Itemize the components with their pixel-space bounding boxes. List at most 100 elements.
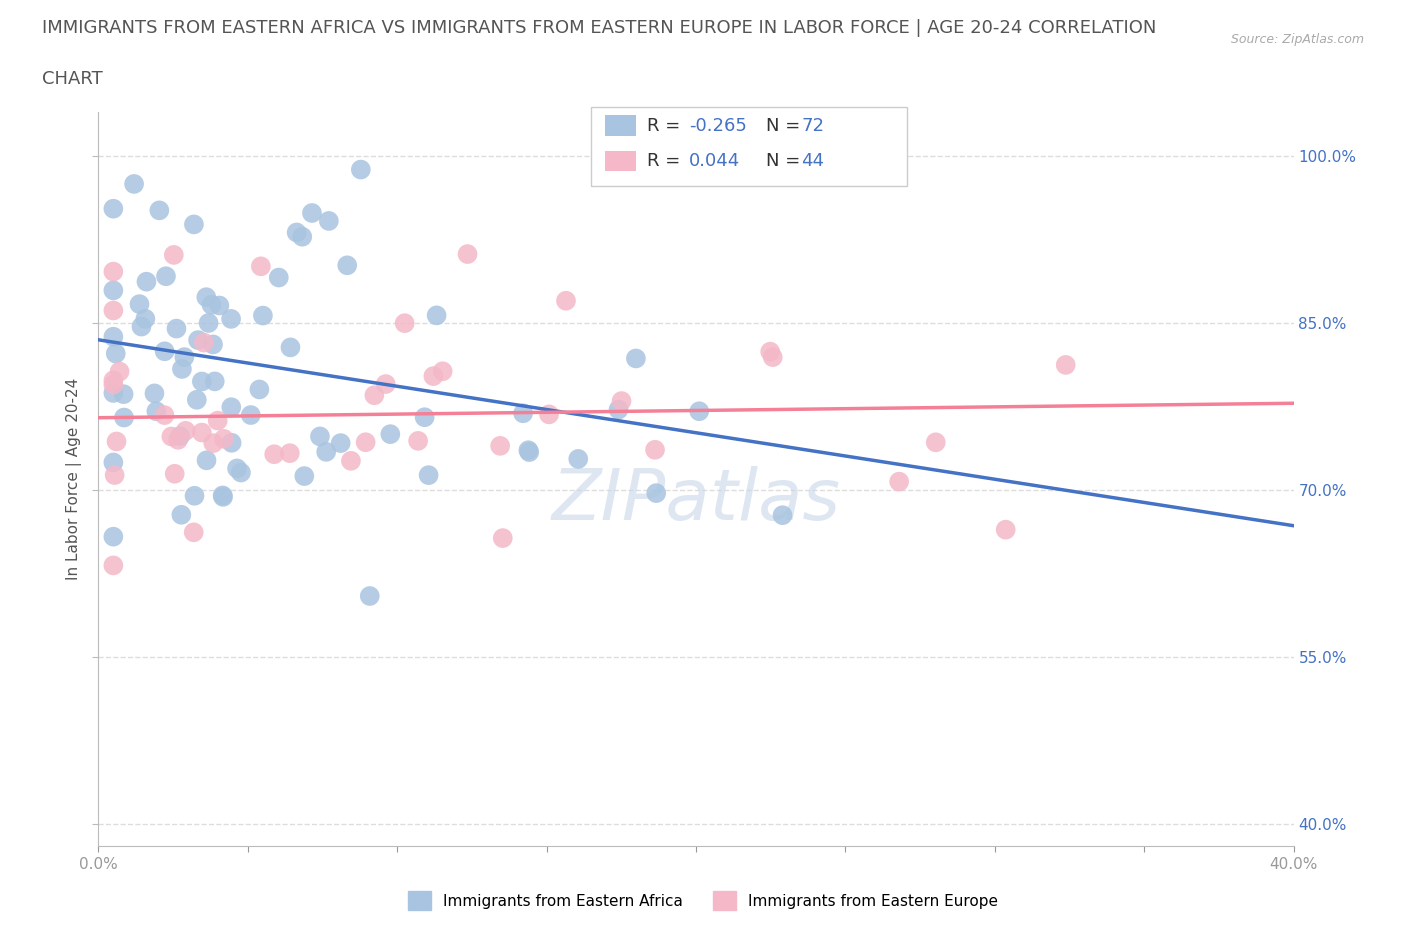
Text: R =: R = bbox=[647, 152, 686, 170]
Point bbox=[103, 329, 125, 344]
Point bbox=[104, 468, 127, 483]
Point bbox=[426, 308, 449, 323]
Point bbox=[318, 214, 340, 229]
Point bbox=[128, 297, 150, 312]
Point bbox=[567, 451, 589, 466]
Point bbox=[517, 443, 540, 458]
Point bbox=[187, 333, 209, 348]
Text: N =: N = bbox=[766, 152, 806, 170]
Point bbox=[103, 201, 125, 216]
Point bbox=[134, 312, 156, 326]
Point bbox=[103, 303, 125, 318]
Point bbox=[160, 429, 183, 444]
Point bbox=[418, 468, 440, 483]
Point bbox=[202, 435, 225, 450]
Point bbox=[122, 177, 145, 192]
Point bbox=[170, 508, 193, 523]
Point bbox=[112, 410, 135, 425]
Point bbox=[280, 340, 302, 355]
Point bbox=[309, 429, 332, 444]
Point bbox=[432, 364, 454, 379]
Point bbox=[624, 351, 647, 365]
Text: ZIPatlas: ZIPatlas bbox=[551, 467, 841, 536]
Point bbox=[263, 446, 285, 461]
Point bbox=[239, 407, 262, 422]
Text: Source: ZipAtlas.com: Source: ZipAtlas.com bbox=[1230, 33, 1364, 46]
Point bbox=[202, 337, 225, 352]
Text: IMMIGRANTS FROM EASTERN AFRICA VS IMMIGRANTS FROM EASTERN EUROPE IN LABOR FORCE : IMMIGRANTS FROM EASTERN AFRICA VS IMMIGR… bbox=[42, 19, 1157, 36]
Point bbox=[103, 373, 125, 388]
Point bbox=[413, 410, 436, 425]
Point bbox=[925, 435, 948, 450]
Point bbox=[211, 488, 233, 503]
Point bbox=[221, 435, 243, 450]
Point bbox=[143, 386, 166, 401]
Point bbox=[207, 413, 229, 428]
Text: 0.044: 0.044 bbox=[689, 152, 740, 170]
Point bbox=[112, 387, 135, 402]
Legend: Immigrants from Eastern Africa, Immigrants from Eastern Europe: Immigrants from Eastern Africa, Immigran… bbox=[399, 884, 1007, 918]
Point bbox=[212, 489, 235, 504]
Text: 44: 44 bbox=[801, 152, 824, 170]
Point bbox=[250, 259, 273, 273]
Point bbox=[103, 386, 125, 401]
Point bbox=[219, 400, 242, 415]
Point bbox=[285, 225, 308, 240]
Point bbox=[329, 435, 352, 450]
Point bbox=[226, 461, 249, 476]
Point bbox=[105, 434, 128, 449]
Point bbox=[153, 344, 176, 359]
Point bbox=[167, 432, 190, 447]
Point bbox=[359, 589, 381, 604]
Point bbox=[103, 529, 125, 544]
Point bbox=[688, 404, 710, 418]
Point bbox=[394, 315, 416, 330]
Point bbox=[247, 382, 270, 397]
Point bbox=[336, 258, 359, 272]
Point bbox=[193, 335, 215, 350]
Point bbox=[363, 388, 385, 403]
Text: CHART: CHART bbox=[42, 70, 103, 87]
Point bbox=[103, 283, 125, 298]
Point bbox=[315, 445, 337, 459]
Point bbox=[537, 407, 560, 422]
Point bbox=[772, 508, 794, 523]
Point bbox=[174, 423, 197, 438]
Point bbox=[155, 269, 177, 284]
Point bbox=[354, 435, 377, 450]
Point bbox=[994, 523, 1017, 538]
Point bbox=[183, 217, 205, 232]
Point bbox=[145, 404, 167, 418]
Point bbox=[762, 350, 785, 365]
Point bbox=[889, 474, 911, 489]
Point bbox=[197, 315, 219, 330]
Point bbox=[267, 270, 290, 285]
Point bbox=[759, 344, 782, 359]
Point bbox=[644, 443, 666, 458]
Point bbox=[103, 378, 125, 392]
Point bbox=[422, 368, 444, 383]
Point bbox=[1054, 357, 1077, 372]
Point bbox=[212, 432, 235, 446]
Point bbox=[374, 377, 396, 392]
Point bbox=[195, 290, 218, 305]
Point bbox=[291, 230, 314, 245]
Point bbox=[186, 392, 208, 407]
Point bbox=[103, 455, 125, 470]
Text: 72: 72 bbox=[801, 116, 824, 135]
Point bbox=[108, 365, 131, 379]
Point bbox=[340, 454, 363, 469]
Point bbox=[148, 203, 170, 218]
Point bbox=[135, 274, 157, 289]
Point bbox=[229, 465, 252, 480]
Point bbox=[170, 362, 193, 377]
Point bbox=[191, 374, 214, 389]
Point bbox=[292, 469, 315, 484]
Point bbox=[607, 402, 630, 417]
Point bbox=[166, 321, 188, 336]
Point bbox=[173, 350, 195, 365]
Point bbox=[169, 429, 191, 444]
Point bbox=[195, 453, 218, 468]
Point bbox=[492, 531, 515, 546]
Point bbox=[252, 308, 274, 323]
